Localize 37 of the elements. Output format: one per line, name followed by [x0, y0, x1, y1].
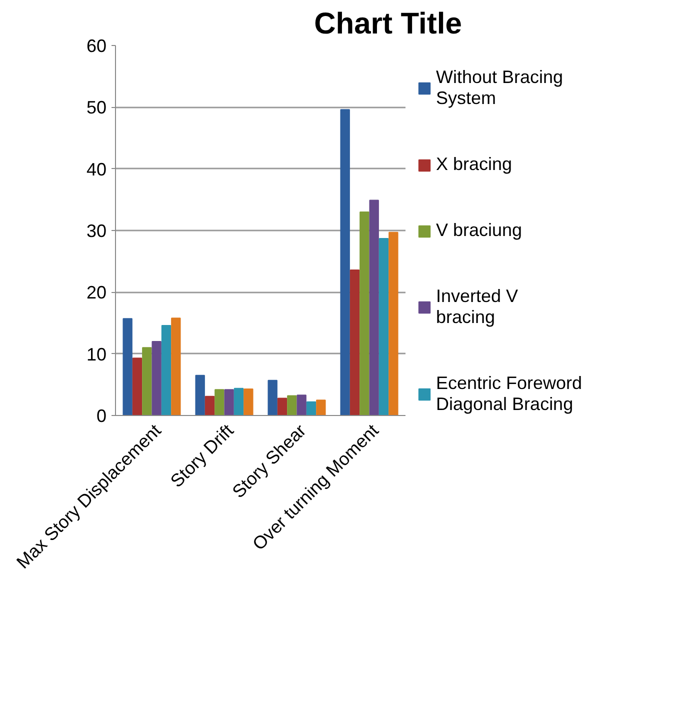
- bar: [268, 380, 278, 416]
- legend-label: V braciung: [436, 220, 522, 241]
- bar: [161, 324, 172, 416]
- bar: [171, 318, 181, 416]
- bar: [287, 395, 297, 416]
- y-tick-label: 10: [86, 344, 107, 364]
- bar: [316, 400, 326, 416]
- bar: [234, 388, 244, 416]
- bar: [306, 401, 316, 416]
- bar: [195, 374, 205, 416]
- y-tick-label: 40: [86, 159, 107, 180]
- legend-label: Ecentric Foreword Diagonal Bracing: [436, 373, 582, 415]
- y-tick-label: 30: [86, 221, 107, 241]
- legend-label: Without Bracing System: [436, 67, 564, 109]
- y-tick-label: 50: [86, 98, 107, 118]
- bar: [388, 232, 398, 416]
- bar: [204, 396, 215, 416]
- y-tick-label: 20: [86, 282, 107, 303]
- bar: [214, 389, 224, 416]
- legend-label: X bracing: [436, 154, 512, 175]
- bar: [296, 394, 306, 416]
- y-tick-label: 0: [96, 406, 107, 426]
- legend-label: Inverted V bracing: [436, 286, 518, 328]
- bar: [244, 388, 254, 416]
- bar: [132, 358, 142, 416]
- bar: [360, 212, 370, 416]
- bar: [224, 389, 234, 416]
- bar: [340, 109, 350, 416]
- bar: [369, 200, 379, 416]
- y-tick-label: 60: [86, 36, 107, 56]
- bar: [350, 269, 360, 416]
- bar: [277, 398, 288, 416]
- bar: [378, 238, 389, 416]
- bar: [122, 318, 132, 416]
- bar: [142, 347, 152, 416]
- bar: [152, 341, 162, 416]
- chart-title: Chart Title: [314, 8, 462, 40]
